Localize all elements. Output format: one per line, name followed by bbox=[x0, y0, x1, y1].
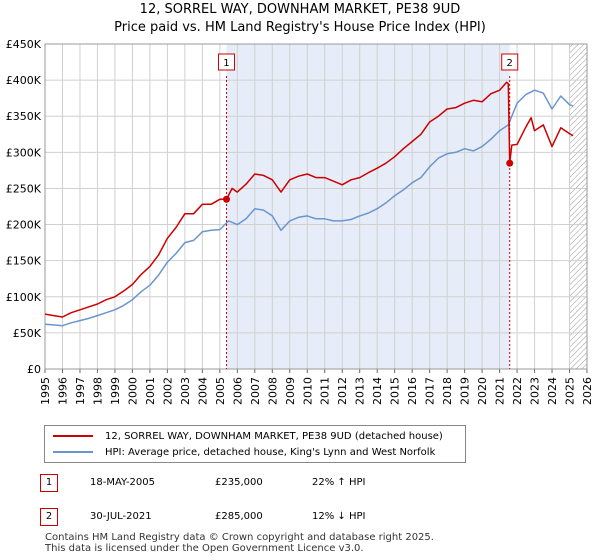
property-price-line bbox=[45, 81, 574, 318]
x-tick-label: 2018 bbox=[441, 377, 454, 405]
footer: Contains HM Land Registry data © Crown c… bbox=[45, 532, 434, 554]
sale-date: 30-JUL-2021 bbox=[90, 511, 152, 522]
y-tick-label: £100K bbox=[6, 291, 42, 304]
sale-row-1: 1 18-MAY-2005 £235,000 22% ↑ HPI bbox=[40, 474, 560, 492]
legend: 12, SORREL WAY, DOWNHAM MARKET, PE38 9UD… bbox=[44, 425, 466, 463]
price-chart: £0 £50K £100K £150K £200K £250K £300K £350K £400… bbox=[6, 38, 594, 405]
hpi-line bbox=[45, 89, 574, 327]
sale-label: 1 bbox=[223, 58, 229, 69]
x-tick-label: 2006 bbox=[231, 377, 244, 405]
x-tick-label: 2023 bbox=[529, 377, 542, 405]
x-tick-label: 2005 bbox=[214, 377, 227, 405]
x-tick-label: 2022 bbox=[511, 377, 524, 405]
y-tick-label: £150K bbox=[6, 255, 42, 268]
sale-label: 2 bbox=[507, 58, 513, 69]
page-title: 12, SORREL WAY, DOWNHAM MARKET, PE38 9UD bbox=[139, 2, 461, 17]
y-tick-label: £0 bbox=[27, 363, 41, 376]
sale-date: 18-MAY-2005 bbox=[90, 477, 156, 488]
ownership-shading bbox=[226, 44, 510, 369]
x-tick-label: 2014 bbox=[371, 377, 384, 405]
x-tick-label: 1998 bbox=[91, 377, 104, 405]
x-tick-label: 2010 bbox=[301, 377, 314, 405]
sale-hpi-diff: 22% ↑ HPI bbox=[312, 477, 366, 488]
x-tick-label: 2019 bbox=[459, 377, 472, 405]
y-tick-label: £300K bbox=[6, 146, 42, 159]
x-tick-label: 2004 bbox=[196, 377, 209, 405]
x-tick-label: 2012 bbox=[336, 377, 349, 405]
footer-license: This data is licensed under the Open Gov… bbox=[45, 543, 364, 554]
y-tick-label: £450K bbox=[6, 38, 42, 51]
x-tick-label: 2016 bbox=[406, 377, 419, 405]
legend-item-hpi: HPI: Average price, detached house, King… bbox=[53, 445, 435, 459]
x-tick-label: 2011 bbox=[319, 377, 332, 405]
sale-label-box bbox=[217, 53, 235, 71]
y-tick-label: £200K bbox=[6, 219, 42, 232]
sale-point bbox=[506, 159, 514, 167]
x-tick-label: 2024 bbox=[546, 377, 559, 405]
x-tick-label: 2007 bbox=[249, 377, 262, 405]
x-tick-label: 2013 bbox=[354, 377, 367, 405]
legend-label-hpi: HPI: Average price, detached house, King… bbox=[105, 446, 436, 458]
x-tick-label: 2000 bbox=[126, 377, 139, 405]
sale-hpi-diff: 12% ↓ HPI bbox=[312, 511, 366, 522]
x-tick-label: 2002 bbox=[161, 377, 174, 405]
x-tick-label: 1995 bbox=[39, 377, 52, 405]
x-tick-label: 2026 bbox=[581, 377, 594, 405]
x-tick-label: 2021 bbox=[494, 377, 507, 405]
sale-badge: 1 bbox=[40, 474, 58, 492]
sale-row-2: 2 30-JUL-2021 £285,000 12% ↓ HPI bbox=[40, 508, 560, 526]
sale-label-box bbox=[501, 53, 519, 71]
x-tick-label: 2020 bbox=[476, 377, 489, 405]
legend-item-property: 12, SORREL WAY, DOWNHAM MARKET, PE38 9UD… bbox=[53, 429, 443, 443]
y-tick-label: £50K bbox=[13, 327, 42, 340]
x-tick-label: 2017 bbox=[424, 377, 437, 405]
x-tick-label: 2001 bbox=[144, 377, 157, 405]
sale-badge: 2 bbox=[40, 508, 58, 526]
forecast-hatching bbox=[569, 44, 587, 369]
x-tick-label: 2008 bbox=[266, 377, 279, 405]
sale-price: £235,000 bbox=[215, 477, 263, 488]
legend-swatch-hpi bbox=[53, 451, 93, 453]
y-tick-label: £350K bbox=[6, 110, 42, 123]
y-tick-label: £400K bbox=[6, 74, 42, 87]
x-tick-label: 2025 bbox=[564, 377, 577, 405]
legend-swatch-property bbox=[53, 435, 93, 437]
footer-copyright: Contains HM Land Registry data © Crown c… bbox=[45, 532, 434, 543]
x-tick-label: 2003 bbox=[179, 377, 192, 405]
legend-label-property: 12, SORREL WAY, DOWNHAM MARKET, PE38 9UD… bbox=[105, 430, 443, 442]
y-tick-label: £250K bbox=[6, 182, 42, 195]
x-tick-label: 1997 bbox=[74, 377, 87, 405]
sale-price: £285,000 bbox=[215, 511, 263, 522]
x-tick-label: 1996 bbox=[56, 377, 69, 405]
page-subtitle: Price paid vs. HM Land Registry's House … bbox=[114, 20, 486, 35]
x-tick-label: 1999 bbox=[109, 377, 122, 405]
x-tick-label: 2009 bbox=[284, 377, 297, 405]
sale-point bbox=[222, 195, 230, 203]
x-tick-label: 2015 bbox=[389, 377, 402, 405]
plot-frame bbox=[44, 43, 588, 370]
